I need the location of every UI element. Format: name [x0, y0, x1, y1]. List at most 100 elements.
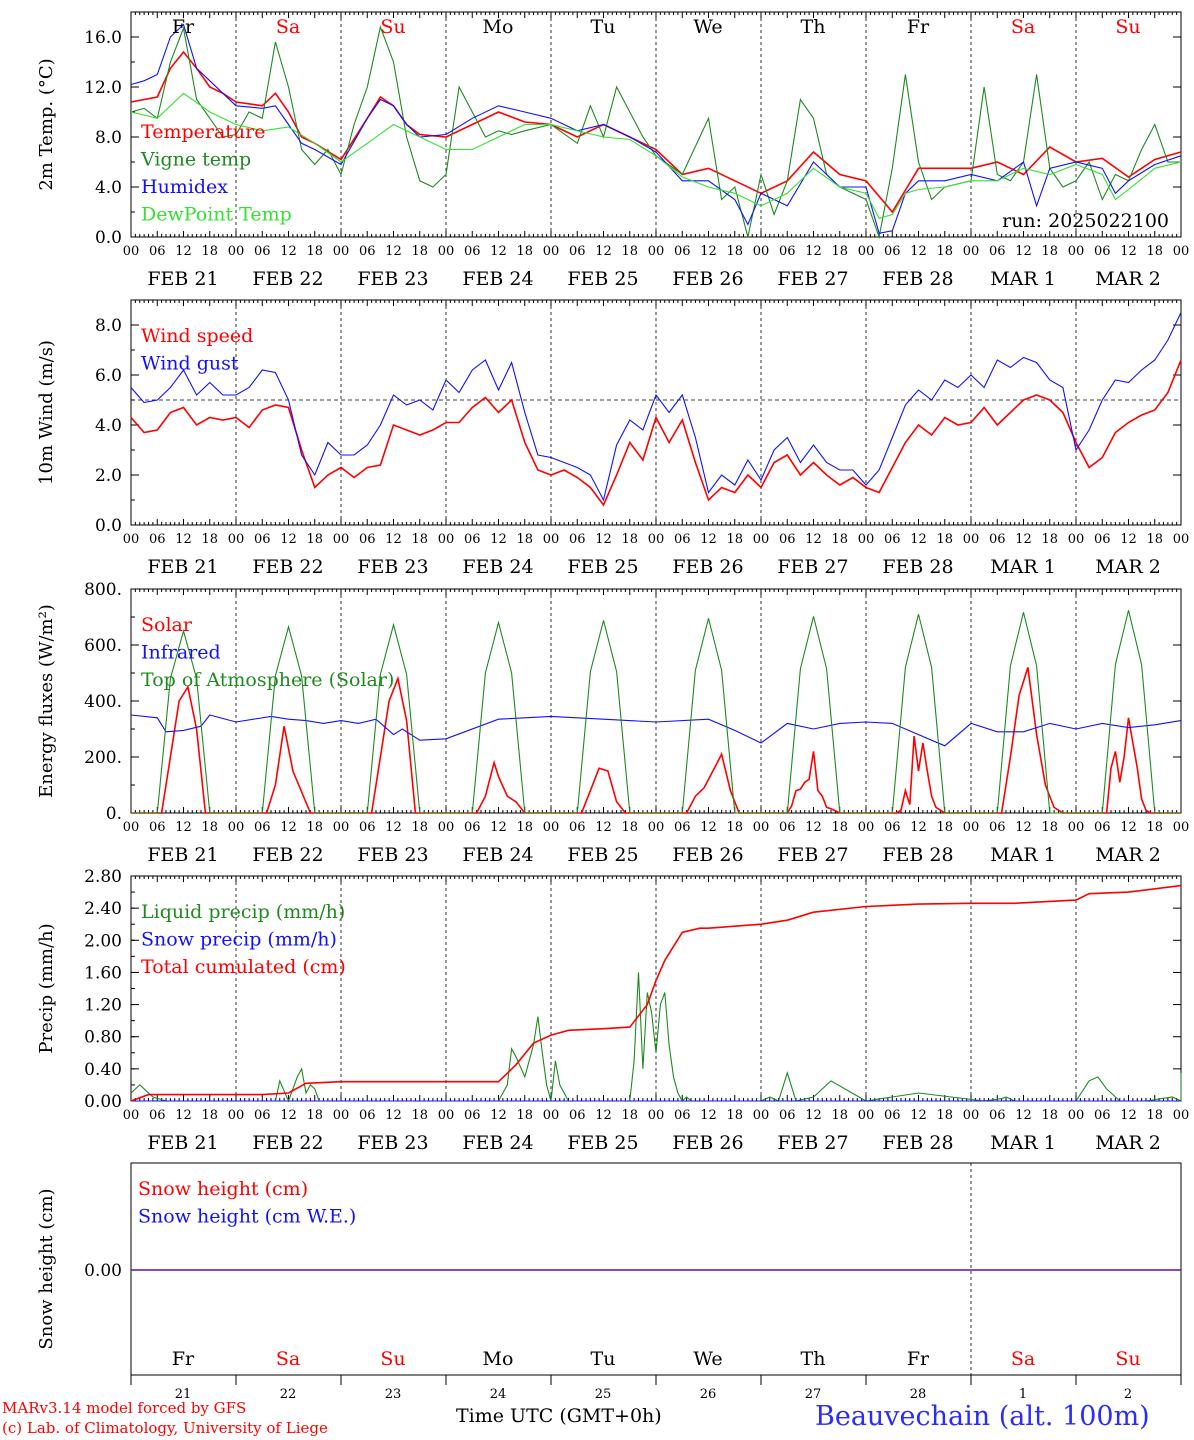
legend-entry: Humidex — [141, 176, 228, 198]
weekday-label: Mo — [483, 1348, 514, 1370]
legend-entry: Solar — [141, 614, 193, 636]
hour-tick-label: 18 — [411, 244, 428, 259]
hour-tick-label: 06 — [674, 820, 691, 835]
date-label: FEB 27 — [777, 844, 848, 866]
hour-tick-label: 00 — [858, 1108, 875, 1123]
y-tick-label: 12.0 — [84, 78, 122, 98]
hour-tick-label: 18 — [1041, 532, 1058, 547]
hour-tick-label: 12 — [280, 1108, 297, 1123]
series-line-top-of-atmosphere-solar- — [131, 610, 1181, 814]
y-axis-label: 2m Temp. (°C) — [36, 58, 57, 190]
hour-tick-label: 06 — [464, 244, 481, 259]
hour-tick-label: 06 — [1094, 820, 1111, 835]
date-label: FEB 28 — [882, 1132, 953, 1154]
hour-tick-label: 06 — [779, 1108, 796, 1123]
hour-tick-label: 06 — [569, 532, 586, 547]
y-tick-label: 0.00 — [84, 1261, 122, 1281]
hour-tick-label: 12 — [1015, 244, 1032, 259]
date-label: FEB 25 — [567, 844, 638, 866]
weekday-label: Sa — [1011, 1348, 1035, 1370]
date-label: FEB 22 — [252, 268, 323, 290]
plot-frame — [130, 299, 1182, 526]
date-label: FEB 23 — [357, 556, 428, 578]
series-line-infrared — [130, 714, 1182, 747]
hour-tick-label: 18 — [201, 244, 218, 259]
hour-tick-label: 06 — [359, 532, 376, 547]
hour-tick-label: 00 — [648, 1108, 665, 1123]
series-line-temperature — [130, 50, 1182, 214]
hour-tick-label: 12 — [595, 1108, 612, 1123]
hour-tick-label: 06 — [1094, 1108, 1111, 1123]
date-label: FEB 25 — [567, 556, 638, 578]
y-tick-label: 400. — [84, 692, 122, 712]
hour-tick-label: 00 — [753, 532, 770, 547]
weekday-label: We — [693, 1348, 722, 1370]
hour-tick-label: 12 — [1015, 1108, 1032, 1123]
y-tick-label: 8.0 — [95, 128, 122, 148]
panel-5: 0.00 Snow height (cm) Snow height (cm) Snow… — [36, 1162, 1182, 1402]
date-label: FEB 22 — [252, 1132, 323, 1154]
weekday-label: Tu — [591, 1348, 616, 1370]
legend-entry: Top of Atmosphere (Solar) — [141, 669, 394, 691]
hour-tick-label: 12 — [805, 244, 822, 259]
date-label: FEB 23 — [357, 844, 428, 866]
hour-tick-label: 00 — [123, 820, 140, 835]
weekday-label: Tu — [591, 16, 616, 38]
hour-tick-label: 00 — [228, 532, 245, 547]
series-line-vigne-temp — [130, 25, 1181, 240]
hour-tick-label: 06 — [254, 532, 271, 547]
hour-tick-label: 12 — [1120, 820, 1137, 835]
date-label: FEB 28 — [882, 268, 953, 290]
legend-entry: Infrared — [141, 642, 221, 664]
hour-tick-label: 18 — [516, 1108, 533, 1123]
hour-tick-label: 12 — [175, 244, 192, 259]
hour-tick-label: 18 — [201, 532, 218, 547]
hour-tick-label: 06 — [149, 244, 166, 259]
time-axis-label: Time UTC (GMT+0h) — [456, 1405, 662, 1427]
date-label: FEB 21 — [147, 268, 218, 290]
y-tick-label: 0.0 — [95, 516, 122, 536]
hour-tick-label: 00 — [333, 532, 350, 547]
hour-tick-label: 12 — [385, 244, 402, 259]
hour-tick-label: 06 — [569, 820, 586, 835]
hour-tick-label: 00 — [438, 1108, 455, 1123]
day-number-label: 26 — [700, 1387, 717, 1402]
date-label: FEB 21 — [147, 844, 218, 866]
date-label: MAR 1 — [990, 844, 1056, 866]
series-line-humidex — [130, 23, 1182, 234]
weekday-label: Su — [380, 16, 405, 38]
hour-tick-label: 12 — [490, 532, 507, 547]
date-label: FEB 28 — [882, 844, 953, 866]
hour-tick-label: 00 — [123, 1108, 140, 1123]
weekday-label: Fr — [907, 1348, 930, 1370]
y-axis-label: Snow height (cm) — [36, 1188, 57, 1349]
hour-tick-label: 18 — [516, 532, 533, 547]
y-tick-label: 200. — [84, 748, 122, 768]
date-label: MAR 2 — [1095, 844, 1161, 866]
hour-tick-label: 12 — [805, 532, 822, 547]
date-label: FEB 28 — [882, 556, 953, 578]
hour-tick-label: 06 — [989, 1108, 1006, 1123]
hour-tick-label: 12 — [700, 244, 717, 259]
date-label: MAR 1 — [990, 1132, 1056, 1154]
hour-tick-label: 12 — [805, 820, 822, 835]
date-label: FEB 26 — [672, 844, 743, 866]
hour-tick-label: 06 — [569, 244, 586, 259]
hour-tick-label: 00 — [1173, 244, 1190, 259]
hour-tick-label: 18 — [936, 244, 953, 259]
hour-tick-label: 18 — [936, 820, 953, 835]
hour-tick-label: 12 — [1120, 244, 1137, 259]
hour-tick-label: 18 — [1041, 1108, 1058, 1123]
hour-tick-label: 00 — [543, 244, 560, 259]
y-axis-label: 10m Wind (m/s) — [36, 340, 57, 485]
hour-tick-label: 18 — [1146, 532, 1163, 547]
day-number-label: 21 — [175, 1387, 192, 1402]
hour-tick-label: 18 — [726, 820, 743, 835]
hour-tick-label: 00 — [648, 244, 665, 259]
hour-tick-label: 12 — [910, 1108, 927, 1123]
hour-tick-label: 06 — [464, 820, 481, 835]
hour-tick-label: 06 — [254, 820, 271, 835]
hour-tick-label: 18 — [1146, 1108, 1163, 1123]
legend-entry: Snow height (cm W.E.) — [138, 1206, 356, 1228]
day-number-label: 24 — [490, 1387, 507, 1402]
